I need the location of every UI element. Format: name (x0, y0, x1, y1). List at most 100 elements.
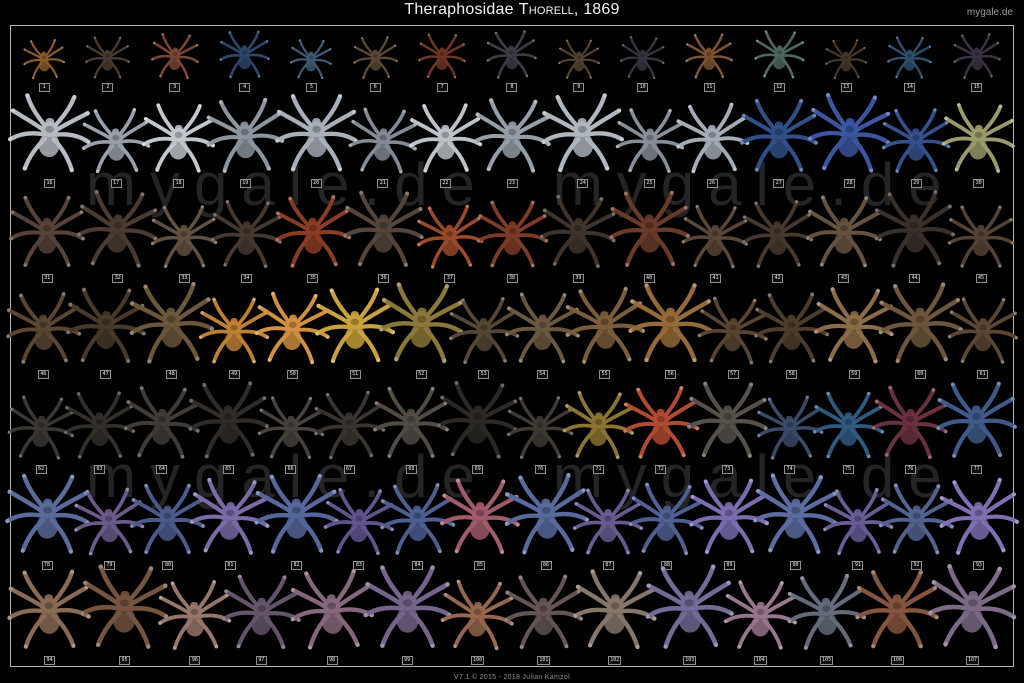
specimen-number: 41 (709, 274, 721, 283)
specimen-number: 31 (41, 274, 53, 283)
specimen-number: 6 (369, 83, 381, 92)
specimen-cell: 15 (952, 32, 1002, 92)
specimen-cell: 40 (613, 188, 686, 283)
specimen-number: 98 (326, 656, 338, 665)
specimen-cell: 9 (557, 38, 601, 92)
title-family: Theraphosidae (404, 1, 514, 18)
spider-image (752, 28, 807, 83)
specimen-cell: 30 (946, 101, 1011, 188)
specimen-cell: 103 (651, 562, 728, 665)
specimen-cell: 85 (448, 476, 512, 570)
specimen-cell: 104 (728, 578, 792, 665)
specimen-cell: 6 (352, 35, 399, 92)
specimen-number: 22 (439, 178, 451, 188)
specimen-row: 16 17 18 19 20 21 22 23 24 25 26 27 28 29 30 (13, 92, 1011, 188)
specimen-cell: 78 (13, 471, 81, 570)
specimen-number: 34 (240, 274, 252, 283)
specimen-cell: 60 (886, 280, 954, 379)
specimen-number: 85 (474, 560, 486, 570)
specimen-number: 52 (415, 369, 427, 379)
specimen-cell: 38 (480, 198, 544, 283)
specimen-number: 25 (644, 178, 656, 188)
specimen-cell: 16 (13, 91, 86, 188)
spider-image (417, 32, 468, 83)
specimen-number: 47 (100, 369, 112, 379)
specimen-number: 63 (94, 465, 106, 474)
specimen-number: 62 (35, 465, 47, 474)
specimen-number: 99 (401, 656, 413, 665)
specimen-number: 12 (773, 83, 785, 92)
specimen-grid: 1 2 3 4 5 6 7 8 9 10 11 12 13 14 15 16 17 18 19 20 21 22 23 24 2… (11, 26, 1013, 666)
spider-image (684, 32, 735, 83)
specimen-cell: 65 (194, 379, 262, 474)
specimen-cell: 44 (878, 188, 951, 283)
specimen-cell: 23 (478, 96, 547, 188)
specimen-number: 28 (844, 178, 856, 188)
spider-image (351, 34, 400, 83)
specimen-cell: 12 (753, 29, 806, 92)
specimen-number: 43 (838, 274, 850, 283)
specimen-cell: 29 (886, 106, 946, 188)
spider-image (886, 35, 934, 83)
specimen-number: 42 (772, 274, 784, 283)
specimen-cell: 34 (214, 198, 278, 283)
specimen-cell: 18 (146, 101, 211, 188)
specimen-number: 4 (239, 83, 251, 92)
specimen-number: 11 (703, 83, 715, 92)
spider-image (484, 28, 540, 84)
specimen-number: 80 (162, 560, 174, 570)
poster-frame: 1 2 3 4 5 6 7 8 9 10 11 12 13 14 15 16 17 18 19 20 21 22 23 24 2… (10, 25, 1014, 667)
specimen-cell: 55 (572, 285, 636, 379)
specimen-cell: 19 (211, 96, 280, 188)
specimen-cell: 107 (934, 562, 1011, 665)
specimen-number: 61 (977, 369, 989, 379)
spider-image (84, 35, 131, 82)
specimen-number: 15 (971, 83, 983, 92)
specimen-number: 14 (904, 83, 916, 92)
spider-image (945, 294, 1020, 369)
specimen-cell: 61 (954, 295, 1011, 379)
specimen-number: 2 (102, 83, 114, 92)
specimen-number: 103 (683, 656, 697, 665)
specimen-number: 30 (973, 178, 985, 188)
specimen-cell: 68 (379, 384, 443, 474)
specimen-cell: 5 (289, 38, 333, 92)
specimen-number: 29 (910, 178, 922, 188)
specimen-cell: 100 (446, 578, 510, 665)
specimen-cell: 42 (745, 198, 809, 283)
spider-image (950, 31, 1003, 84)
specimen-number: 24 (577, 178, 589, 188)
specimen-number: 13 (840, 83, 852, 92)
specimen-cell: 71 (568, 389, 628, 474)
specimen-number: 73 (721, 465, 733, 474)
specimen-cell: 1 (22, 38, 66, 92)
specimen-number: 27 (773, 178, 785, 188)
title-author: Thorell (518, 1, 574, 18)
specimen-row: 62 63 64 65 66 67 68 69 70 71 72 73 74 75 76 77 (13, 379, 1011, 474)
specimen-number: 89 (723, 560, 735, 570)
specimen-cell: 28 (813, 91, 886, 188)
specimen-number: 21 (377, 178, 389, 188)
specimen-number: 54 (536, 369, 548, 379)
specimen-cell: 80 (138, 481, 198, 570)
specimen-cell: 89 (697, 476, 761, 570)
specimen-cell: 33 (154, 203, 214, 283)
specimen-number: 77 (971, 465, 983, 474)
specimen-row: 46 47 48 49 50 51 52 53 54 55 56 57 58 59 60 61 (13, 283, 1011, 379)
specimen-cell: 86 (512, 471, 580, 570)
spider-image (924, 560, 1022, 658)
specimen-number: 3 (169, 83, 181, 92)
specimen-cell: 17 (86, 106, 146, 188)
specimen-number: 23 (506, 178, 518, 188)
specimen-number: 79 (103, 560, 115, 570)
specimen-number: 37 (444, 274, 456, 283)
specimen-cell: 67 (319, 389, 379, 474)
specimen-number: 33 (178, 274, 190, 283)
specimen-cell: 36 (347, 188, 420, 283)
specimen-cell: 53 (455, 295, 512, 379)
specimen-cell: 69 (444, 379, 512, 474)
specimen-number: 46 (37, 369, 49, 379)
title-year: , 1869 (573, 1, 620, 18)
specimen-number: 76 (904, 465, 916, 474)
specimen-number: 102 (608, 656, 622, 665)
